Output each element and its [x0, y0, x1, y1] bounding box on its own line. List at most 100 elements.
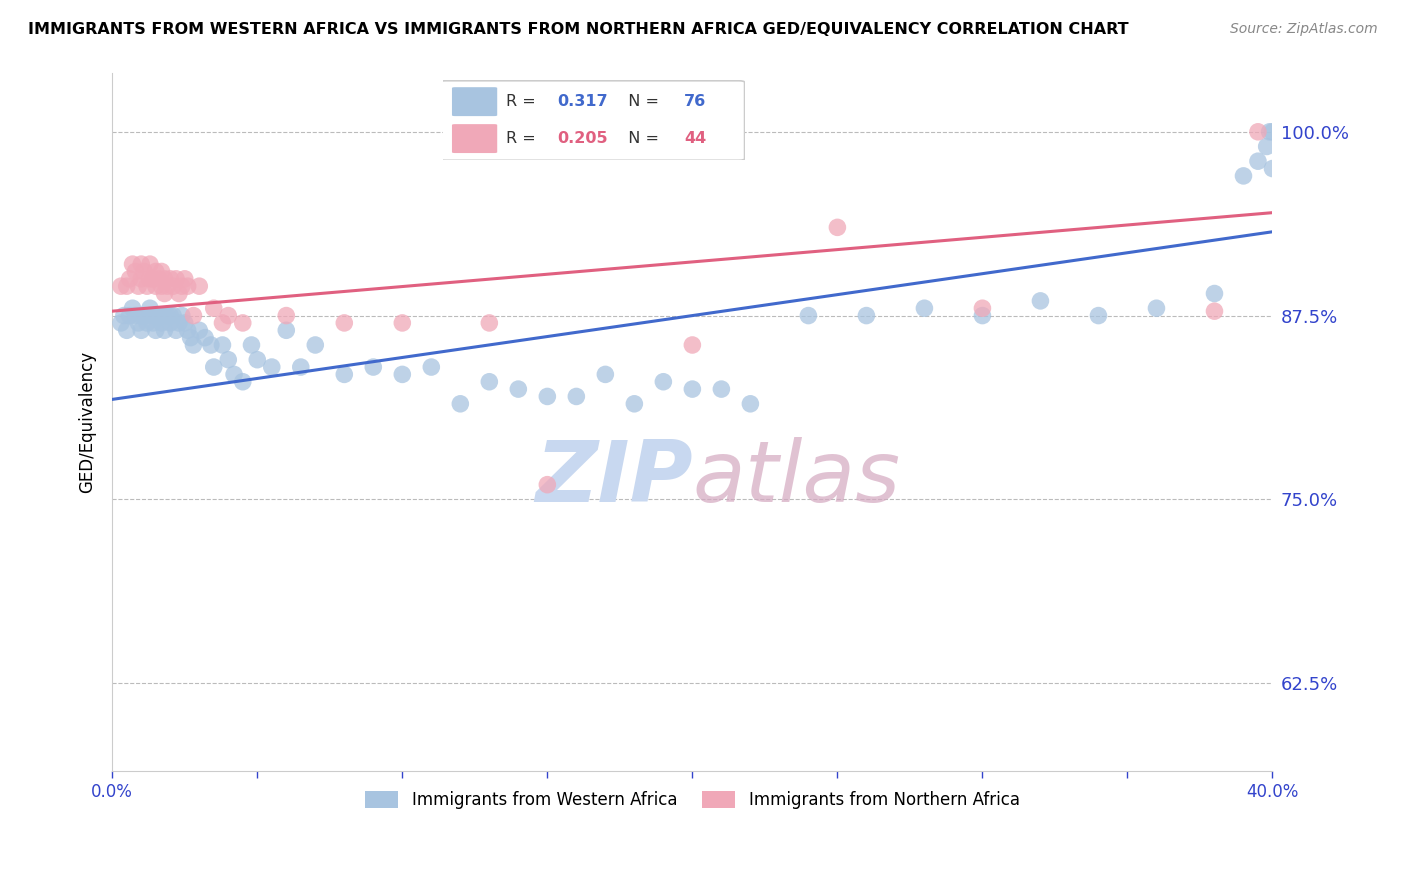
- Point: [156, 309, 179, 323]
- Point: [145, 323, 167, 337]
- Point: [176, 279, 198, 293]
- Point: [173, 272, 195, 286]
- Point: [148, 309, 170, 323]
- Point: [129, 323, 152, 337]
- Text: ZIP: ZIP: [534, 436, 692, 519]
- Point: [565, 389, 588, 403]
- Point: [972, 301, 994, 316]
- Point: [1261, 125, 1284, 139]
- Legend: Immigrants from Western Africa, Immigrants from Northern Africa: Immigrants from Western Africa, Immigran…: [359, 784, 1026, 815]
- Point: [211, 338, 233, 352]
- Point: [127, 279, 149, 293]
- Point: [159, 272, 181, 286]
- Point: [276, 323, 298, 337]
- Point: [136, 316, 159, 330]
- Point: [710, 382, 733, 396]
- Point: [652, 375, 675, 389]
- Point: [211, 316, 233, 330]
- Point: [681, 338, 703, 352]
- Y-axis label: GED/Equivalency: GED/Equivalency: [79, 351, 96, 493]
- Point: [1247, 154, 1270, 169]
- Point: [246, 352, 269, 367]
- Point: [1258, 125, 1281, 139]
- Point: [202, 359, 225, 374]
- Point: [333, 368, 356, 382]
- Point: [1247, 125, 1270, 139]
- Point: [508, 382, 530, 396]
- Point: [165, 272, 187, 286]
- Point: [176, 323, 198, 337]
- Point: [139, 272, 162, 286]
- Point: [391, 368, 413, 382]
- Point: [170, 309, 193, 323]
- Point: [153, 309, 176, 323]
- Point: [827, 220, 849, 235]
- Point: [536, 477, 558, 491]
- Point: [222, 368, 245, 382]
- Point: [124, 309, 146, 323]
- Point: [165, 323, 187, 337]
- Point: [333, 316, 356, 330]
- Point: [153, 323, 176, 337]
- Point: [115, 323, 138, 337]
- Point: [167, 316, 190, 330]
- Point: [232, 375, 254, 389]
- Point: [139, 301, 162, 316]
- Point: [912, 301, 935, 316]
- Point: [170, 279, 193, 293]
- Point: [150, 316, 173, 330]
- Point: [740, 397, 762, 411]
- Point: [188, 323, 211, 337]
- Point: [173, 316, 195, 330]
- Point: [217, 309, 239, 323]
- Point: [162, 279, 184, 293]
- Point: [121, 301, 143, 316]
- Point: [134, 264, 156, 278]
- Point: [217, 352, 239, 367]
- Point: [478, 316, 501, 330]
- Point: [145, 264, 167, 278]
- Point: [150, 279, 173, 293]
- Point: [153, 286, 176, 301]
- Text: atlas: atlas: [692, 436, 900, 519]
- Point: [129, 272, 152, 286]
- Point: [139, 309, 162, 323]
- Point: [110, 279, 132, 293]
- Point: [156, 279, 179, 293]
- Point: [290, 359, 312, 374]
- Point: [121, 257, 143, 271]
- Point: [240, 338, 263, 352]
- Point: [200, 338, 222, 352]
- Text: IMMIGRANTS FROM WESTERN AFRICA VS IMMIGRANTS FROM NORTHERN AFRICA GED/EQUIVALENC: IMMIGRANTS FROM WESTERN AFRICA VS IMMIGR…: [28, 22, 1129, 37]
- Point: [159, 309, 181, 323]
- Point: [420, 359, 443, 374]
- Point: [260, 359, 283, 374]
- Point: [112, 309, 135, 323]
- Point: [148, 272, 170, 286]
- Point: [1204, 286, 1226, 301]
- Point: [159, 316, 181, 330]
- Point: [188, 279, 211, 293]
- Point: [145, 279, 167, 293]
- Point: [129, 309, 152, 323]
- Point: [1204, 304, 1226, 318]
- Point: [855, 309, 877, 323]
- Point: [1087, 309, 1109, 323]
- Point: [1261, 161, 1284, 176]
- Point: [1256, 139, 1278, 153]
- Point: [153, 272, 176, 286]
- Point: [681, 382, 703, 396]
- Point: [202, 301, 225, 316]
- Point: [150, 309, 173, 323]
- Point: [304, 338, 326, 352]
- Point: [127, 316, 149, 330]
- Text: Source: ZipAtlas.com: Source: ZipAtlas.com: [1230, 22, 1378, 37]
- Point: [124, 264, 146, 278]
- Point: [139, 257, 162, 271]
- Point: [194, 331, 217, 345]
- Point: [110, 316, 132, 330]
- Point: [134, 309, 156, 323]
- Point: [180, 331, 202, 345]
- Point: [449, 397, 471, 411]
- Point: [1029, 293, 1052, 308]
